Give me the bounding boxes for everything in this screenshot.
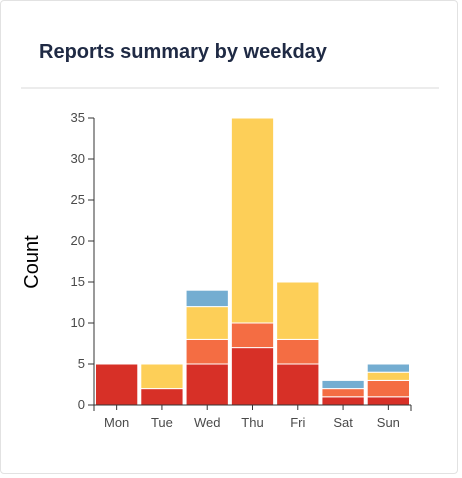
x-tick-label-tue: Tue <box>151 415 173 430</box>
y-tick-label: 10 <box>71 315 85 330</box>
bar-mon-series-0 <box>95 363 139 406</box>
bar-sun-series-3 <box>366 363 411 373</box>
bars-group <box>95 117 411 406</box>
bar-wed-series-3 <box>185 289 229 308</box>
bar-wed-series-1 <box>185 338 229 365</box>
axes-group: 0 5 10 15 20 25 30 35 Mon Tue Wed Thu Fri Sat Sun <box>71 110 412 430</box>
y-tick-label: 30 <box>71 151 85 166</box>
x-tick-label-sun: Sun <box>377 415 400 430</box>
bar-sat-series-1 <box>321 388 365 398</box>
x-tick-label-fri: Fri <box>290 415 305 430</box>
y-tick-label: 5 <box>78 356 85 371</box>
bar-sun-series-0 <box>366 396 411 406</box>
bar-tue-series-2 <box>140 363 184 390</box>
bar-tue-series-0 <box>140 388 184 406</box>
bar-fri-series-2 <box>276 281 320 340</box>
y-tick-label: 0 <box>78 397 85 412</box>
bar-thu-series-2 <box>230 117 275 324</box>
bar-sat-series-0 <box>321 396 365 406</box>
x-tick-label-mon: Mon <box>104 415 129 430</box>
x-tick-label-wed: Wed <box>194 415 221 430</box>
y-tick-label: 25 <box>71 192 85 207</box>
title-divider <box>21 87 439 89</box>
card-title: Reports summary by weekday <box>39 41 327 63</box>
bar-fri-series-0 <box>276 363 320 406</box>
y-tick-label: 20 <box>71 233 85 248</box>
y-axis-title: Count <box>21 235 43 289</box>
x-tick-label-sat: Sat <box>333 415 353 430</box>
bar-thu-series-1 <box>230 322 275 349</box>
bar-wed-series-0 <box>185 363 229 406</box>
bar-fri-series-1 <box>276 338 320 365</box>
bar-thu-series-0 <box>230 347 275 406</box>
bar-sun-series-1 <box>366 379 411 398</box>
x-tick-label-thu: Thu <box>241 415 263 430</box>
bar-sun-series-2 <box>366 371 411 381</box>
y-tick-label: 35 <box>71 110 85 125</box>
bar-wed-series-2 <box>185 306 229 340</box>
bar-sat-series-3 <box>321 379 365 390</box>
y-tick-label: 15 <box>71 274 85 289</box>
